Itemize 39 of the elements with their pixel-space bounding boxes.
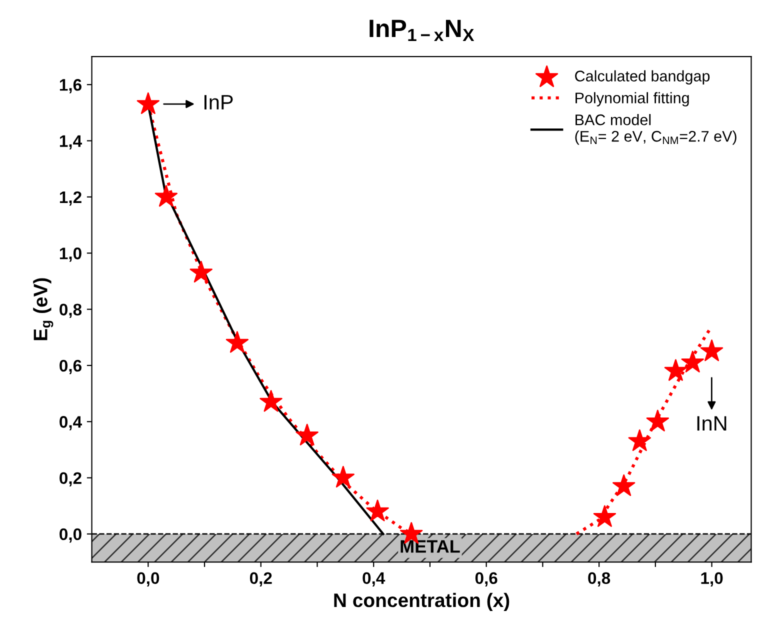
point [612,474,636,496]
point [366,500,389,522]
point [332,466,355,488]
y-tick-label: 0,6 [60,360,82,374]
point [190,260,212,283]
point [154,185,178,207]
x-tick-label: 1,0 [701,572,723,586]
point [593,505,616,527]
y-tick-label: 1,0 [60,248,82,262]
legend-label: Polynomial fitting [576,92,689,106]
point [700,340,724,362]
y-tick-label: 1,6 [60,79,82,94]
point [628,429,651,452]
y-tick-label: 1,2 [60,191,82,206]
point [136,92,160,114]
y-axis-title: E$_{g}$ (eV) [33,278,54,340]
x-tick-label: 0,4 [362,572,386,586]
x-axis-title: N concentration (x) [334,592,510,611]
chart-title: InP$_{1−x}$N$_{X}$ [370,20,474,41]
x-tick-label: 0,2 [250,572,272,586]
point [646,410,670,432]
point [226,331,249,353]
y-tick-label: 0,0 [60,528,82,543]
x-tick-label: 0,0 [137,572,160,586]
point [296,424,318,446]
x-tick-label: 0,8 [588,572,610,586]
legend-label: BAC model (E$_{N}$= 2 eV, C$_{NM}$=2.7 eV) [575,114,736,145]
annotation: InP [204,95,233,110]
y-tick-label: 0,8 [60,304,82,318]
legend-label: Calculated bandgap [575,70,710,85]
point [260,390,282,412]
y-tick-label: 0,2 [60,472,82,486]
point [664,359,688,381]
point [681,350,704,372]
y-tick-label: 1,4 [60,135,82,150]
band-label: METAL [400,540,460,553]
annotation: InN [697,416,726,431]
x-tick-label: 0,6 [475,572,498,586]
y-tick-label: 0,4 [60,416,82,430]
